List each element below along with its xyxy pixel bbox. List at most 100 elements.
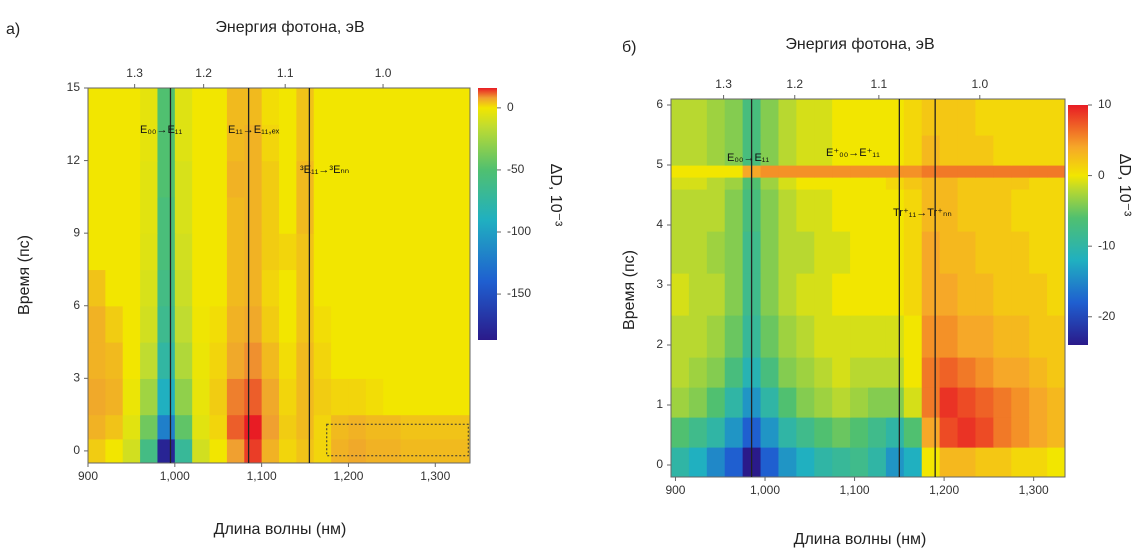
- heat-cell: [279, 124, 297, 162]
- heat-cell: [1029, 99, 1048, 136]
- heat-cell: [993, 447, 1012, 477]
- heat-cell: [957, 273, 977, 316]
- heat-cell: [279, 269, 297, 307]
- heat-cell: [957, 447, 977, 477]
- heat-cell: [993, 99, 1012, 136]
- heat-cell: [348, 438, 367, 463]
- heat-cell: [261, 160, 280, 198]
- heat-cell: [417, 378, 436, 416]
- heat-cell: [1047, 231, 1065, 274]
- heat-cell: [279, 414, 297, 440]
- heat-cell: [671, 447, 690, 477]
- x2-tick-label: 1.0: [375, 66, 392, 80]
- heat-cell: [192, 196, 211, 234]
- heat-cell: [885, 231, 905, 274]
- heat-cell: [1047, 165, 1065, 178]
- x-tick-label: 1,100: [840, 483, 870, 497]
- heat-cell: [868, 99, 887, 136]
- heat-cell: [261, 438, 280, 463]
- heat-cell: [885, 447, 905, 477]
- heat-cell: [1011, 135, 1030, 166]
- heat-cell: [435, 305, 454, 343]
- heat-cell: [140, 378, 159, 416]
- heat-cell: [724, 231, 744, 274]
- heat-cell: [279, 160, 297, 198]
- heat-cell: [88, 414, 106, 440]
- x-tick-label: 1,000: [750, 483, 780, 497]
- heat-cell: [244, 88, 263, 125]
- heat-cell: [435, 414, 454, 440]
- heat-cell: [400, 438, 419, 463]
- heat-cell: [850, 177, 869, 190]
- heat-cell: [313, 233, 332, 271]
- heat-cell: [122, 88, 141, 125]
- heat-cell: [903, 315, 923, 358]
- heat-cell: [88, 269, 106, 307]
- heat-cell: [244, 269, 263, 307]
- heat-cell: [261, 88, 280, 125]
- heat-cell: [796, 135, 815, 166]
- heat-cell: [885, 273, 905, 316]
- heat-cell: [122, 378, 141, 416]
- heat-cell: [975, 357, 994, 388]
- heatmap: [88, 88, 470, 463]
- heat-cell: [313, 269, 332, 307]
- heat-cell: [400, 414, 419, 440]
- heat-cell: [261, 196, 280, 234]
- heat-cell: [261, 233, 280, 271]
- heat-cell: [157, 414, 176, 440]
- heat-cell: [1011, 417, 1030, 448]
- heat-cell: [174, 88, 193, 125]
- heat-cell: [671, 189, 690, 232]
- heat-cell: [903, 231, 923, 274]
- heat-cell: [814, 387, 833, 418]
- heat-cell: [903, 387, 923, 418]
- heat-cell: [939, 165, 959, 178]
- heat-cell: [157, 342, 176, 379]
- heat-cell: [957, 189, 977, 232]
- heat-cell: [417, 305, 436, 343]
- heat-cell: [706, 231, 726, 274]
- heat-cell: [279, 438, 297, 463]
- heat-cell: [724, 165, 744, 178]
- heat-cell: [452, 124, 470, 162]
- heat-cell: [88, 196, 106, 234]
- heat-cell: [706, 273, 726, 316]
- heat-cell: [832, 231, 851, 274]
- heat-cell: [331, 160, 350, 198]
- heat-cell: [724, 177, 744, 190]
- annotation: Tr⁺₁₁→Tr⁺ₙₙ: [893, 207, 952, 219]
- heat-cell: [688, 231, 708, 274]
- colorbar-tick-label: -50: [507, 162, 525, 176]
- heat-cell: [688, 315, 708, 358]
- heat-cell: [760, 177, 780, 190]
- heat-cell: [348, 269, 367, 307]
- heat-cell: [209, 124, 228, 162]
- heat-cell: [140, 414, 159, 440]
- heat-cell: [452, 305, 470, 343]
- heat-cell: [778, 177, 797, 190]
- heat-cell: [921, 417, 941, 448]
- colorbar-tick-label: 0: [507, 100, 514, 114]
- heat-cell: [832, 273, 851, 316]
- heat-cell: [383, 196, 402, 234]
- heat-cell: [993, 231, 1012, 274]
- heat-cell: [706, 189, 726, 232]
- heat-cell: [313, 438, 332, 463]
- heat-cell: [192, 414, 211, 440]
- heat-cell: [122, 414, 141, 440]
- heat-cell: [452, 378, 470, 416]
- heat-cell: [348, 124, 367, 162]
- heat-cell: [383, 305, 402, 343]
- heat-cell: [400, 160, 419, 198]
- heat-cell: [1047, 387, 1065, 418]
- heat-cell: [760, 315, 780, 358]
- heat-cell: [814, 231, 833, 274]
- heat-cell: [724, 387, 744, 418]
- heat-cell: [760, 189, 780, 232]
- heat-cell: [88, 233, 106, 271]
- heat-cell: [850, 189, 869, 232]
- heat-cell: [296, 342, 315, 379]
- heat-cell: [868, 231, 887, 274]
- heat-cell: [174, 414, 193, 440]
